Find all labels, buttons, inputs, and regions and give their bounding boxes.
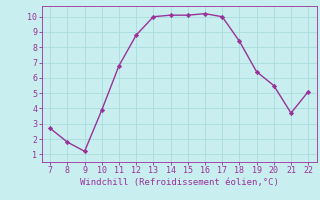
X-axis label: Windchill (Refroidissement éolien,°C): Windchill (Refroidissement éolien,°C) [80, 178, 279, 187]
